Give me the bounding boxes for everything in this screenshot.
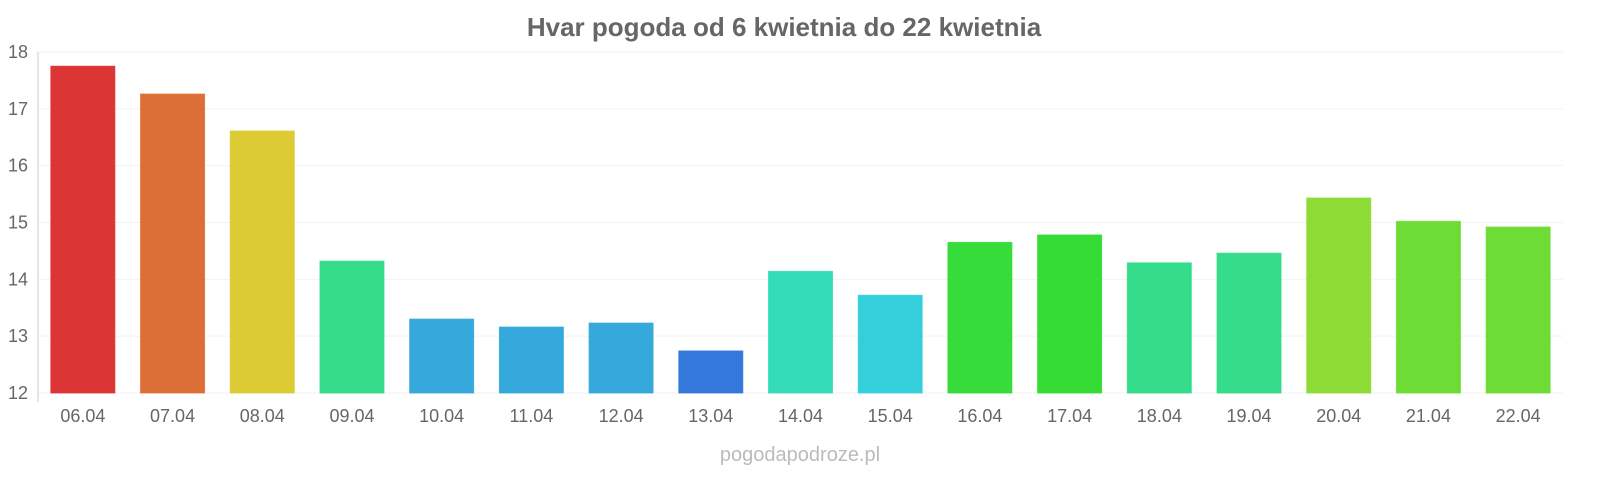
bar-14.04[interactable] — [768, 270, 833, 394]
chart-title: Hvar pogoda od 6 kwietnia do 22 kwietnia — [527, 12, 1042, 42]
bar-06.04[interactable] — [50, 65, 116, 394]
bar-12.04[interactable] — [588, 322, 654, 394]
x-tick-label: 18.04 — [1137, 406, 1182, 426]
x-tick-label: 21.04 — [1406, 406, 1451, 426]
bar-11.04[interactable] — [498, 326, 564, 394]
bar-20.04[interactable] — [1306, 197, 1372, 394]
y-tick-label: 16 — [8, 156, 28, 176]
bar-15.04[interactable] — [857, 294, 923, 394]
bar-08.04[interactable] — [229, 130, 295, 394]
x-tick-label: 16.04 — [957, 406, 1002, 426]
x-tick-label: 22.04 — [1496, 406, 1541, 426]
x-tick-label: 06.04 — [60, 406, 105, 426]
bar-13.04[interactable] — [678, 350, 744, 394]
x-tick-label: 11.04 — [510, 406, 554, 426]
x-tick-label: 12.04 — [599, 406, 644, 426]
bar-21.04[interactable] — [1395, 220, 1461, 394]
x-tick-label: 19.04 — [1227, 406, 1272, 426]
x-tick-label: 07.04 — [150, 406, 195, 426]
bar-10.04[interactable] — [409, 318, 475, 394]
y-tick-label: 12 — [8, 383, 28, 403]
y-tick-label: 15 — [8, 213, 28, 233]
bar-22.04[interactable] — [1485, 226, 1551, 394]
y-tick-label: 13 — [8, 326, 28, 346]
footer-watermark: pogodapodroze.pl — [720, 444, 880, 466]
y-tick-label: 18 — [8, 42, 28, 62]
bar-07.04[interactable] — [140, 93, 206, 394]
x-tick-label: 10.04 — [419, 406, 464, 426]
x-tick-label: 15.04 — [868, 406, 913, 426]
bar-16.04[interactable] — [947, 241, 1013, 394]
bar-19.04[interactable] — [1216, 252, 1282, 394]
y-tick-label: 14 — [8, 269, 28, 289]
bar-17.04[interactable] — [1037, 234, 1103, 394]
x-tick-label: 09.04 — [329, 406, 374, 426]
bar-09.04[interactable] — [319, 260, 385, 394]
x-tick-label: 13.04 — [688, 406, 733, 426]
y-tick-label: 17 — [8, 99, 28, 119]
x-tick-label: 14.04 — [778, 406, 823, 426]
x-tick-label: 17.04 — [1047, 406, 1092, 426]
x-tick-label: 20.04 — [1316, 406, 1361, 426]
bar-18.04[interactable] — [1126, 262, 1192, 394]
x-tick-label: 08.04 — [240, 406, 285, 426]
